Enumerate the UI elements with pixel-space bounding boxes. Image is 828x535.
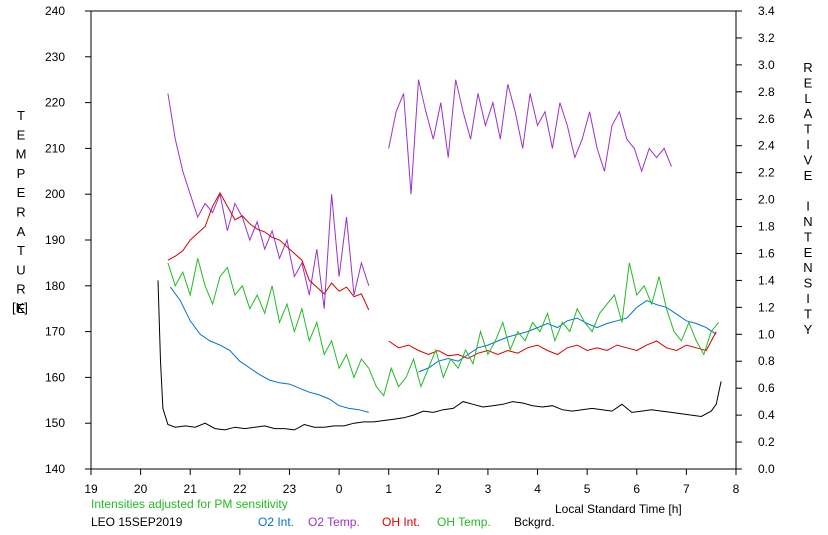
- y-left-tick-label: 230: [45, 50, 65, 64]
- y-right-tick-label: 0.8: [758, 354, 775, 368]
- y-left-tick-label: 190: [45, 233, 65, 247]
- y-right-tick-label: 1.8: [758, 220, 775, 234]
- series-line-o2-temp: [167, 79, 672, 309]
- legend-item: O2 Int.: [258, 515, 294, 529]
- y-right-tick-label: 0.4: [758, 408, 775, 422]
- x-tick-label: 0: [336, 482, 343, 496]
- y-right-tick-label: 2.6: [758, 112, 775, 126]
- y-left-tick-label: 150: [45, 416, 65, 430]
- y-left-tick-label: 210: [45, 141, 65, 155]
- x-tick-label: 21: [184, 482, 198, 496]
- x-tick-label: 19: [84, 482, 98, 496]
- y-right-tick-label: 2.8: [758, 85, 775, 99]
- x-tick-label: 20: [134, 482, 148, 496]
- y-right-tick-label: 3.0: [758, 58, 775, 72]
- station-date: LEO 15SEP2019: [91, 515, 183, 529]
- y-right-tick-label: 2.4: [758, 139, 775, 153]
- x-axis: 19 20 21 22 23 0 1 2 3 4 5 6 7 8: [84, 469, 740, 496]
- plot-frame: [90, 10, 737, 470]
- y-right-tick-label: 1.4: [758, 273, 775, 287]
- y-right-tick-label: 1.2: [758, 300, 775, 314]
- x-tick-label: 5: [584, 482, 591, 496]
- y-left-tick-label: 160: [45, 370, 65, 384]
- series-line-oh-int: [167, 191, 717, 360]
- x-tick-label: 4: [534, 482, 541, 496]
- y-axis-left-unit: [K]: [12, 300, 28, 315]
- x-tick-label: 7: [683, 482, 690, 496]
- legend-item: OH Temp.: [437, 515, 491, 529]
- y-right-tick-label: 1.6: [758, 246, 775, 260]
- x-tick-label: 22: [233, 482, 247, 496]
- series-line-bckgrd: [157, 280, 722, 431]
- y-right-tick-label: 1.0: [758, 327, 775, 341]
- y-left-tick-label: 180: [45, 279, 65, 293]
- y-right-tick-label: 2.0: [758, 193, 775, 207]
- y-right-tick-label: 0.2: [758, 435, 775, 449]
- x-tick-label: 6: [633, 482, 640, 496]
- y-right-tick-label: 3.2: [758, 31, 775, 45]
- x-tick-label: 23: [283, 482, 297, 496]
- y-left-tick-label: 140: [45, 462, 65, 476]
- x-tick-label: 1: [385, 482, 392, 496]
- x-tick-label: 3: [485, 482, 492, 496]
- x-tick-label: 8: [733, 482, 740, 496]
- y-right-tick-label: 3.4: [758, 4, 775, 18]
- y-left-tick-label: 170: [45, 325, 65, 339]
- legend-item: OH Int.: [382, 515, 420, 529]
- x-axis-label: Local Standard Time [h]: [555, 502, 682, 516]
- legend: O2 Int. O2 Temp. OH Int. OH Temp. Bckgrd.: [258, 515, 555, 529]
- y-axis-right: 0.0 0.2 0.4 0.6 0.8 1.0 1.2 1.4 1.6 1.8 2.0 2.2 2.4 2…: [736, 4, 775, 476]
- y-right-tick-label: 2.2: [758, 166, 775, 180]
- y-axis-left: 140 150 160 170 180 190 200 210 220 230 240: [45, 4, 91, 476]
- y-right-tick-label: 0.6: [758, 381, 775, 395]
- y-right-tick-label: 0.0: [758, 462, 775, 476]
- y-left-tick-label: 240: [45, 4, 65, 18]
- y-left-tick-label: 200: [45, 187, 65, 201]
- legend-item: Bckgrd.: [514, 515, 555, 529]
- legend-item: O2 Temp.: [308, 515, 360, 529]
- sensitivity-note: Intensities adjusted for PM sensitivity: [91, 497, 288, 511]
- series-layer: [157, 79, 722, 431]
- series-line-oh-temp: [167, 258, 719, 397]
- x-tick-label: 2: [435, 482, 442, 496]
- y-left-tick-label: 220: [45, 96, 65, 110]
